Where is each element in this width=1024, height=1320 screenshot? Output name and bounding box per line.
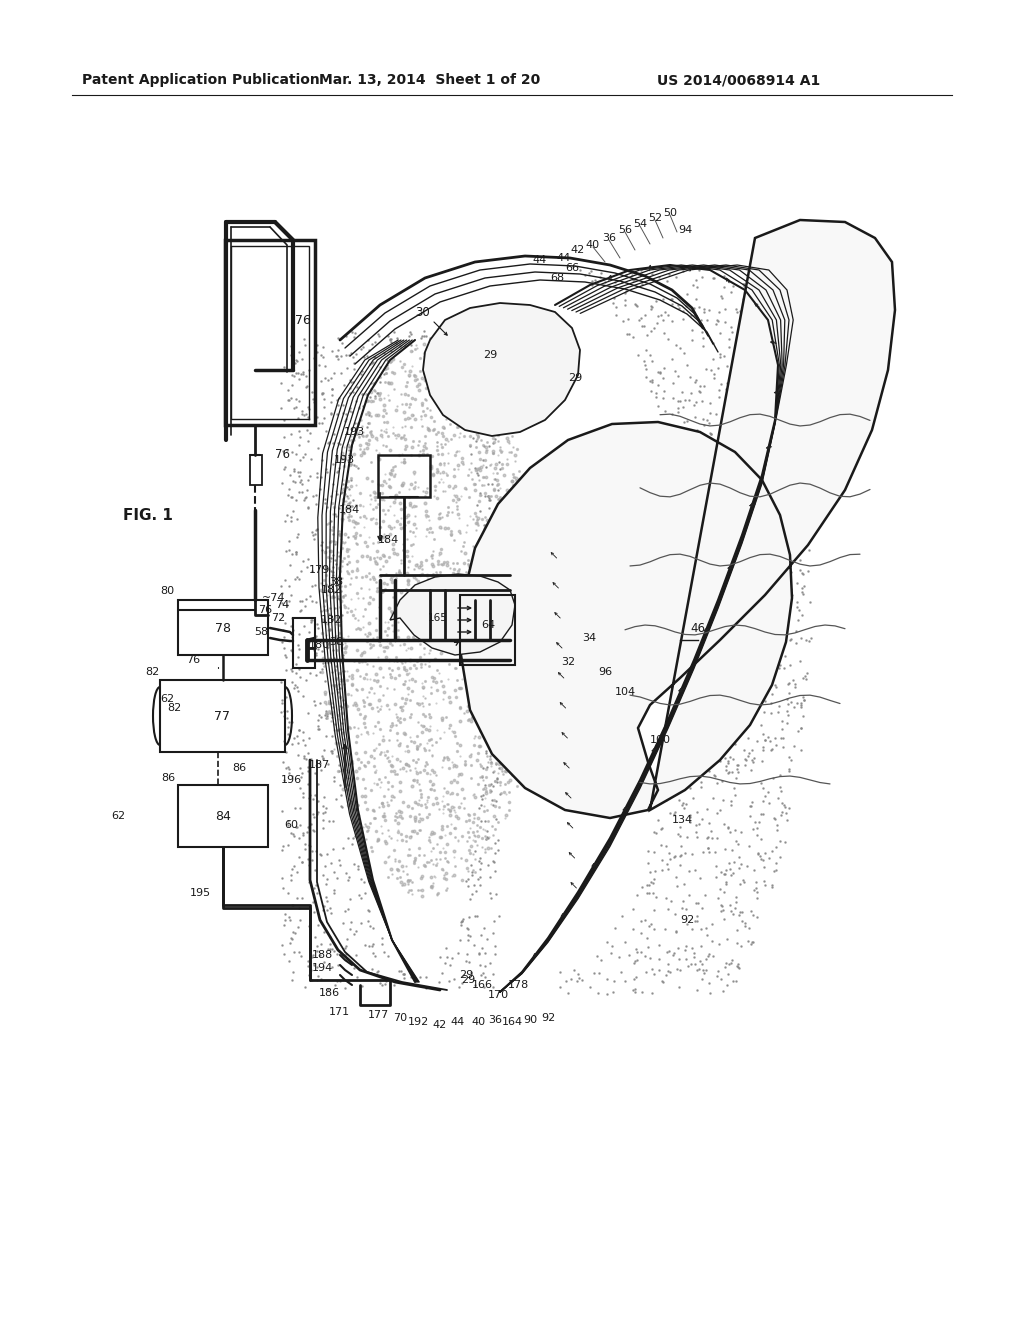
Text: 32: 32 [561, 657, 575, 667]
Text: 193: 193 [343, 426, 365, 437]
Text: 180: 180 [309, 640, 330, 649]
Text: 30: 30 [416, 306, 430, 319]
Text: FIG. 1: FIG. 1 [123, 507, 173, 523]
Text: 104: 104 [615, 686, 636, 697]
Text: 54: 54 [633, 219, 647, 228]
Text: 192: 192 [408, 1016, 429, 1027]
Text: 62: 62 [111, 810, 125, 821]
Text: 70: 70 [393, 1012, 408, 1023]
Text: 179: 179 [309, 565, 330, 576]
Text: 171: 171 [329, 1007, 350, 1016]
Text: 134: 134 [672, 814, 693, 825]
Text: 58: 58 [254, 627, 268, 638]
Text: 165: 165 [428, 612, 449, 623]
Text: 184: 184 [339, 506, 360, 515]
Text: 44: 44 [557, 253, 571, 263]
Text: 166: 166 [471, 979, 493, 990]
Text: 186: 186 [318, 987, 340, 998]
Text: 187: 187 [309, 760, 330, 770]
Text: 29: 29 [461, 975, 475, 985]
Text: 92: 92 [541, 1012, 555, 1023]
Bar [250, 455, 262, 484]
Text: 29: 29 [459, 970, 473, 979]
Text: 170: 170 [487, 990, 509, 1001]
Text: 82: 82 [144, 667, 159, 677]
Text: 76: 76 [186, 655, 200, 665]
Polygon shape [423, 304, 580, 436]
Polygon shape [390, 574, 515, 655]
Text: 29: 29 [568, 374, 582, 383]
Text: 36: 36 [602, 234, 616, 243]
Text: 188: 188 [311, 950, 333, 960]
Text: 60: 60 [284, 820, 298, 830]
Text: ~74: ~74 [261, 593, 285, 603]
Text: 40: 40 [471, 1016, 485, 1027]
Text: 100: 100 [650, 735, 671, 744]
Polygon shape [461, 220, 895, 818]
Text: 82: 82 [167, 704, 181, 713]
Bar [460, 595, 515, 665]
Text: 64: 64 [481, 620, 495, 630]
Text: 80: 80 [160, 586, 174, 597]
Text: 78: 78 [215, 622, 231, 635]
Text: 194: 194 [311, 964, 333, 973]
Text: 42: 42 [570, 246, 585, 255]
Bar [160, 680, 285, 752]
Text: Patent Application Publication: Patent Application Publication [82, 73, 319, 87]
Text: 38: 38 [329, 638, 343, 647]
Text: 178: 178 [507, 979, 528, 990]
Text: 76: 76 [275, 449, 290, 462]
Text: 72: 72 [271, 612, 285, 623]
Text: 66: 66 [565, 263, 579, 273]
Text: 74: 74 [274, 601, 289, 610]
Text: US 2014/0068914 A1: US 2014/0068914 A1 [656, 73, 820, 87]
Text: Mar. 13, 2014  Sheet 1 of 20: Mar. 13, 2014 Sheet 1 of 20 [319, 73, 541, 87]
Text: 196: 196 [281, 775, 302, 785]
Text: 40: 40 [586, 240, 600, 249]
Text: 184: 184 [378, 535, 398, 545]
Text: 96: 96 [598, 667, 612, 677]
Text: 36: 36 [488, 1015, 502, 1026]
Text: 77: 77 [214, 710, 230, 722]
Text: 86: 86 [161, 774, 175, 783]
Text: 94: 94 [678, 224, 692, 235]
Text: 195: 195 [189, 888, 211, 898]
Text: 86: 86 [232, 763, 246, 774]
Text: 44: 44 [451, 1016, 465, 1027]
Text: 68: 68 [550, 273, 564, 282]
Text: 84: 84 [215, 809, 231, 822]
Text: 164: 164 [502, 1016, 522, 1027]
Text: 182: 182 [321, 615, 342, 624]
Bar [293, 618, 315, 668]
Bar [178, 785, 268, 847]
Text: 56: 56 [618, 224, 632, 235]
Text: 46: 46 [690, 622, 706, 635]
Text: 182: 182 [321, 585, 342, 595]
Text: 90: 90 [523, 1015, 537, 1026]
Text: 76: 76 [295, 314, 311, 326]
Bar [225, 240, 315, 425]
Text: 193: 193 [334, 455, 355, 465]
Text: 52: 52 [648, 213, 663, 223]
Text: 62: 62 [160, 694, 174, 704]
Text: 177: 177 [368, 1010, 389, 1020]
Text: 29: 29 [483, 350, 497, 360]
Text: 38: 38 [329, 577, 343, 587]
Text: 92: 92 [680, 915, 694, 925]
Text: 34: 34 [582, 634, 596, 643]
Bar [231, 246, 309, 418]
Text: 50: 50 [663, 209, 677, 218]
Text: 44: 44 [532, 255, 547, 265]
Bar [178, 601, 268, 655]
Bar [378, 455, 430, 498]
Text: 42: 42 [433, 1020, 447, 1030]
Text: 76: 76 [258, 605, 272, 615]
